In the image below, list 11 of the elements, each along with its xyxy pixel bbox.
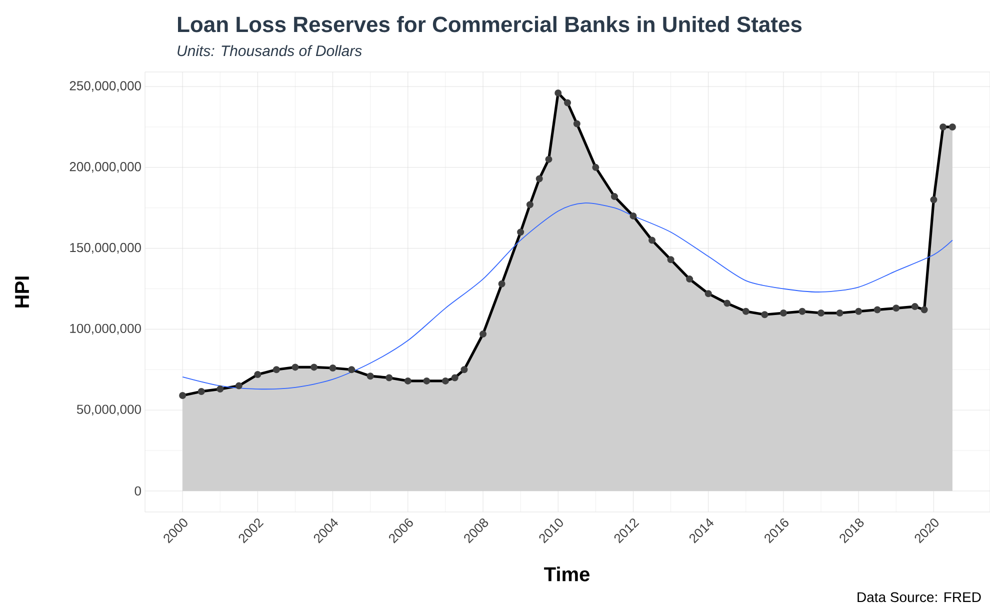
source-note: Data Source: FRED (858, 592, 981, 602)
chart-subtitle: Units: Thousands of Dollars (178, 45, 362, 56)
y-tick-label: 100,000,000 (70, 324, 141, 335)
y-tick-label: 50,000,000 (76, 404, 141, 416)
y-tick-label: 200,000,000 (70, 162, 141, 173)
x-axis-title: Time (544, 566, 590, 582)
y-tick-label: 0 (134, 486, 141, 496)
chart-title: Loan Loss Reserves for Commercial Banks in United States (178, 16, 802, 32)
y-tick-label: 150,000,000 (70, 242, 141, 254)
y-tick-label: 250,000,000 (70, 81, 141, 92)
y-axis-title: HPI (15, 276, 29, 308)
